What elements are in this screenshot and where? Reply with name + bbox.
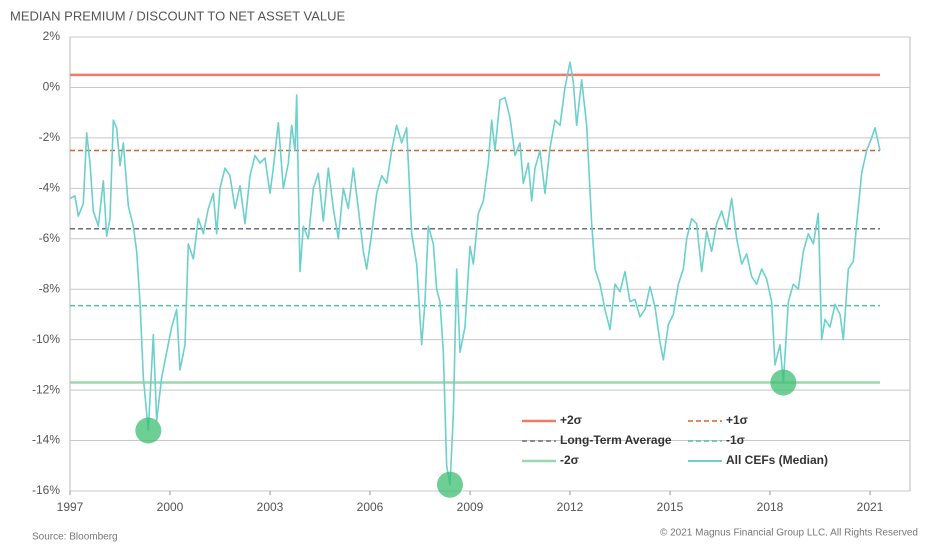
- chart-title: MEDIAN PREMIUM / DISCOUNT TO NET ASSET V…: [10, 8, 346, 23]
- y-tick-label: -6%: [39, 231, 61, 245]
- x-tick-label: 2015: [657, 500, 684, 514]
- legend-label: -1σ: [726, 433, 745, 447]
- y-tick-label: -10%: [32, 332, 60, 346]
- y-tick-label: 2%: [43, 29, 61, 43]
- y-tick-label: -16%: [32, 483, 60, 497]
- x-tick-label: 2018: [757, 500, 784, 514]
- copyright: © 2021 Magnus Financial Group LLC. All R…: [660, 528, 918, 539]
- legend-label: All CEFs (Median): [726, 453, 828, 467]
- x-tick-label: 2000: [157, 500, 184, 514]
- legend-label: +1σ: [726, 413, 748, 427]
- x-tick-label: 2012: [557, 500, 584, 514]
- highlight-circle: [135, 417, 162, 444]
- x-tick-label: 2021: [857, 500, 884, 514]
- x-tick-label: 2009: [457, 500, 484, 514]
- legend: +2σ +1σ Long-Term Average -1σ -2σ All CEFs (M…: [522, 413, 828, 467]
- x-tick-label: 1997: [57, 500, 84, 514]
- y-tick-label: 0%: [43, 80, 61, 94]
- y-tick-label: -14%: [32, 433, 60, 447]
- y-tick-label: -8%: [39, 281, 61, 295]
- source-note: Source: Bloomberg: [32, 532, 118, 543]
- highlight-circle: [437, 471, 463, 498]
- y-tick-label: -2%: [39, 130, 61, 144]
- data-line: [69, 61, 881, 486]
- y-tick-label: -12%: [32, 382, 60, 396]
- x-tick-label: 2003: [257, 500, 284, 514]
- y-tick-label: -4%: [39, 181, 61, 195]
- legend-label: +2σ: [560, 413, 582, 427]
- x-tick-label: 2006: [357, 500, 384, 514]
- highlight-circle: [770, 369, 797, 396]
- legend-label: Long-Term Average: [560, 433, 672, 447]
- legend-label: -2σ: [560, 453, 579, 467]
